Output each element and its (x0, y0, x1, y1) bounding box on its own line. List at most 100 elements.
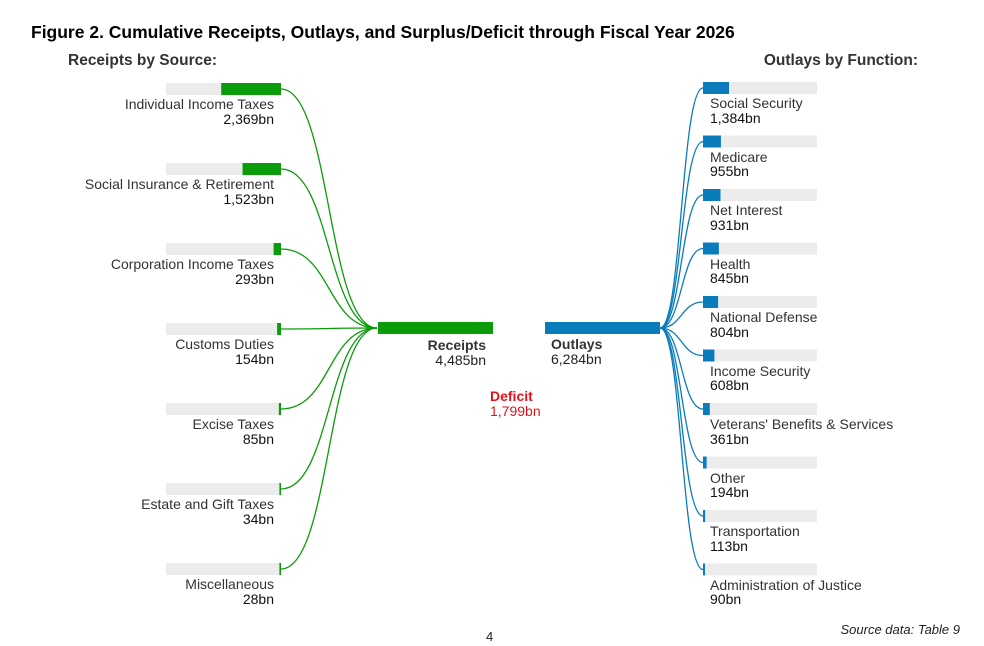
outlay-value: 931bn (710, 216, 749, 233)
deficit-total: Deficit 1,799bn (490, 389, 541, 418)
receipt-label-corporation-income-taxes: Corporation Income Taxes 293bn (66, 257, 274, 286)
outlay-link-income-security (659, 327, 704, 357)
receipt-value: 85bn (242, 430, 274, 447)
outlay-name: Administration of Justice (710, 576, 862, 593)
outlay-label-medicare: Medicare 955bn (710, 148, 768, 179)
receipt-name: Excise Taxes (192, 416, 274, 432)
page-number: 4 (486, 629, 494, 644)
outlay-label-veterans-benefits-services: Veterans' Benefits & Services 361bn (710, 417, 893, 446)
outlay-track-national-defense (703, 296, 817, 308)
outlay-track-health (703, 242, 817, 255)
outlay-name: Social Security (710, 95, 803, 111)
outlays-total: Outlays 6,284bn (551, 337, 602, 366)
receipts-total-label: Receipts (427, 337, 486, 353)
outlays-header: Outlays by Function: (763, 52, 918, 69)
outlay-bar-social-security (703, 82, 729, 94)
outlay-label-national-defense: National Defense 804bn (710, 310, 817, 339)
receipt-bar-corporation-income-taxes (273, 243, 281, 255)
receipt-name: Customs Duties (175, 336, 274, 352)
outlay-link-medicare (659, 140, 704, 329)
receipt-link-social-insurance-retirement (280, 168, 378, 329)
outlays-total-label: Outlays (551, 336, 603, 352)
outlay-value: 361bn (710, 430, 749, 447)
outlay-label-administration-of-justice: Administration of Justice 90bn (710, 576, 862, 607)
outlay-track-social-security (703, 82, 817, 94)
receipts-total: Receipts 4,485bn (405, 338, 486, 367)
outlay-bar-health (703, 242, 719, 255)
receipt-link-excise-taxes (280, 327, 378, 410)
receipt-name: Corporation Income Taxes (110, 256, 274, 272)
receipt-value: 154bn (235, 350, 274, 367)
outlay-value: 113bn (710, 537, 748, 554)
deficit-label: Deficit (490, 388, 533, 404)
outlay-value: 955bn (710, 163, 749, 179)
outlay-bar-income-security (703, 349, 715, 362)
outlay-name: Health (710, 255, 751, 272)
receipt-track-customs-duties (166, 323, 281, 335)
outlay-label-health: Health 845bn (710, 255, 751, 286)
receipt-name: Estate and Gift Taxes (141, 496, 274, 512)
outlay-value: 90bn (710, 591, 742, 607)
receipt-bar-estate-and-gift-taxes (279, 483, 281, 495)
receipt-track-excise-taxes (166, 403, 281, 415)
outlay-label-transportation: Transportation 113bn (710, 524, 800, 553)
outlay-bar-administration-of-justice (703, 563, 705, 576)
receipt-track-corporation-income-taxes (166, 243, 281, 255)
receipt-value: 28bn (242, 590, 274, 607)
outlay-value: 1,384bn (710, 109, 761, 126)
outlay-label-other: Other 194bn (710, 469, 749, 500)
outlay-bar-veterans-benefits-services (703, 403, 710, 415)
outlay-name: Veterans' Benefits & Services (710, 416, 894, 432)
outlay-link-veterans-benefits-services (659, 327, 704, 410)
receipt-link-miscellaneous (280, 327, 378, 570)
receipt-bar-individual-income-taxes (221, 83, 281, 95)
outlay-name: Other (710, 469, 746, 486)
receipt-link-corporation-income-taxes (280, 248, 378, 329)
receipt-label-social-insurance-retirement: Social Insurance & Retirement 1,523bn (66, 177, 274, 206)
outlays-total-bar (545, 322, 660, 334)
outlay-value: 608bn (710, 377, 749, 393)
receipt-value: 2,369bn (223, 110, 274, 127)
outlay-link-national-defense (659, 301, 704, 329)
receipt-bar-miscellaneous (279, 563, 281, 575)
receipt-bar-customs-duties (277, 323, 281, 335)
outlay-value: 804bn (710, 323, 749, 340)
deficit-value: 1,799bn (490, 402, 541, 419)
receipt-link-individual-income-taxes (280, 88, 378, 329)
outlay-link-other (659, 327, 704, 464)
receipt-link-customs-duties (280, 327, 378, 330)
outlay-track-administration-of-justice (703, 563, 817, 576)
receipts-header: Receipts by Source: (68, 52, 218, 69)
outlay-bar-medicare (703, 135, 721, 148)
outlay-value: 845bn (710, 270, 749, 286)
outlay-name: Transportation (710, 523, 800, 539)
outlay-name: Net Interest (710, 202, 783, 218)
outlay-label-net-interest: Net Interest 931bn (710, 203, 782, 232)
receipt-value: 1,523bn (223, 190, 274, 207)
outlay-bar-other (703, 456, 707, 469)
receipt-label-miscellaneous: Miscellaneous 28bn (66, 577, 274, 606)
outlay-track-transportation (703, 510, 817, 522)
receipts-total-value: 4,485bn (435, 351, 486, 368)
outlay-value: 194bn (710, 484, 749, 500)
outlay-bar-net-interest (703, 189, 721, 201)
receipt-label-customs-duties: Customs Duties 154bn (66, 337, 274, 366)
receipt-label-individual-income-taxes: Individual Income Taxes 2,369bn (66, 97, 274, 126)
receipt-label-excise-taxes: Excise Taxes 85bn (66, 417, 274, 446)
outlay-label-income-security: Income Security 608bn (710, 362, 811, 393)
outlay-track-other (703, 456, 817, 469)
outlay-link-transportation (659, 327, 704, 517)
receipt-track-estate-and-gift-taxes (166, 483, 281, 495)
outlay-link-social-security (659, 87, 704, 329)
receipt-name: Social Insurance & Retirement (84, 176, 274, 192)
receipts-total-bar (378, 322, 493, 334)
outlay-name: Income Security (710, 362, 811, 379)
outlay-track-income-security (703, 349, 817, 362)
source-note: Source data: Table 9 (840, 622, 961, 637)
outlay-label-social-security: Social Security 1,384bn (710, 96, 803, 125)
outlay-name: National Defense (710, 309, 818, 325)
outlay-name: Medicare (710, 148, 768, 165)
receipt-track-miscellaneous (166, 563, 281, 575)
receipt-bar-social-insurance-retirement (242, 163, 281, 175)
